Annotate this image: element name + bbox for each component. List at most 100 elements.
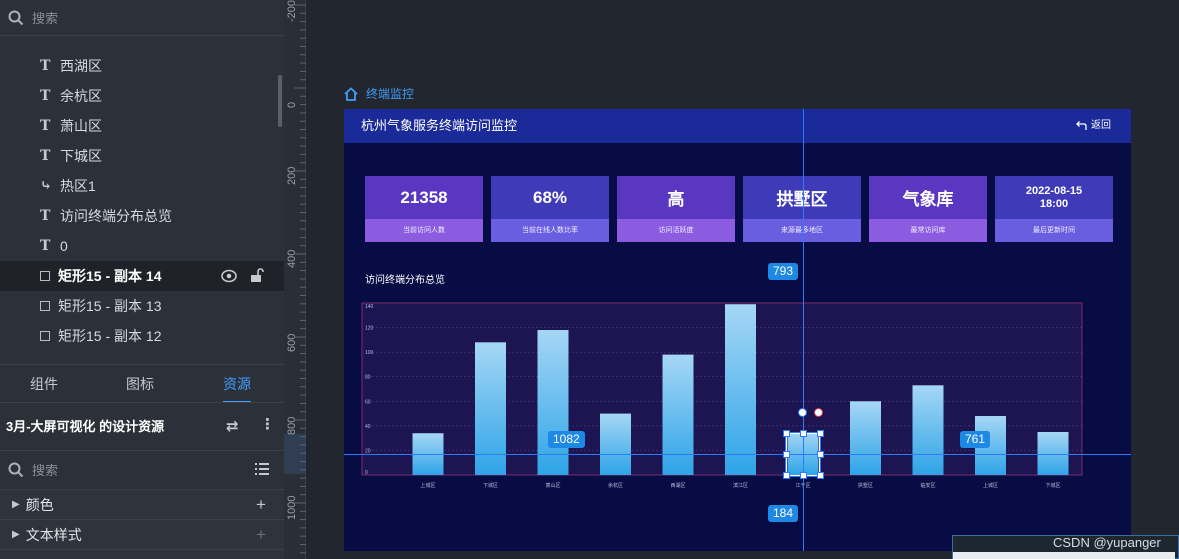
x-tick-label: 西湖区 <box>670 482 685 489</box>
text-icon: T <box>40 88 51 104</box>
x-tick-label: 拱墅区 <box>858 482 873 489</box>
stat-card-updated[interactable]: 2022-08-15 18:00 最后更新时间 <box>995 176 1113 242</box>
plot-area <box>361 302 1083 476</box>
layer-item[interactable]: T 萧山区 <box>0 111 284 141</box>
tab-resources[interactable]: 资源 <box>223 365 251 403</box>
rotate-handle-icon[interactable] <box>798 408 807 417</box>
layer-search-placeholder: 搜索 <box>32 11 59 26</box>
stat-card-activity[interactable]: 高 访问活跃度 <box>617 176 735 242</box>
dashboard-artboard[interactable]: 杭州气象服务终端访问监控 返回 21358 当前访问人数 68% 当前在线人数比… <box>344 109 1131 551</box>
layer-label: 热区1 <box>60 178 96 194</box>
stat-card-online-rate[interactable]: 68% 当前在线人数比率 <box>491 176 609 242</box>
stat-card-visitors[interactable]: 21358 当前访问人数 <box>365 176 483 242</box>
watermark-strip <box>953 552 1175 559</box>
resource-search[interactable]: 搜索 <box>0 450 284 488</box>
x-tick-label: 余杭区 <box>608 482 623 489</box>
resize-handle-w[interactable] <box>783 451 790 458</box>
bar-7[interactable] <box>850 401 881 475</box>
y-tick-label: 20 <box>365 448 371 454</box>
resize-handle-sw[interactable] <box>783 472 790 479</box>
layer-label: 萧山区 <box>60 118 102 134</box>
breadcrumb[interactable]: 终端监控 <box>344 85 414 102</box>
resize-handle-s[interactable] <box>800 472 807 479</box>
layer-item[interactable]: T 下城区 <box>0 141 284 171</box>
back-label: 返回 <box>1091 120 1111 131</box>
y-tick-label: 80 <box>365 375 371 381</box>
add-text-style-icon[interactable]: + <box>256 525 266 544</box>
y-tick-label: 140 <box>365 304 374 310</box>
resize-handle-se[interactable] <box>817 472 824 479</box>
x-tick-label: 上城区 <box>983 482 998 489</box>
stat-card-top-region[interactable]: 拱墅区 来源最多地区 <box>743 176 861 242</box>
y-tick-label: 120 <box>365 326 374 332</box>
stat-value: 拱墅区 <box>743 176 861 219</box>
bar-3[interactable] <box>600 413 631 475</box>
distance-badge-left: 1082 <box>548 431 585 448</box>
rectangle-icon <box>40 271 50 281</box>
design-canvas[interactable]: 终端监控 杭州气象服务终端访问监控 返回 21358 当前访问人数 68% 当前… <box>306 0 1179 559</box>
ruler-ticks <box>294 4 306 554</box>
layer-item[interactable]: 矩形15 - 副本 13 <box>0 291 284 321</box>
bar-1[interactable] <box>475 342 506 475</box>
layer-list: T 西湖区 T 余杭区 T 萧山区 T 下城区 ⤷ 热区1 T 访问终端分布总览 T 0 矩形15 - 副本… <box>0 36 284 364</box>
swap-icon[interactable]: ⇄ <box>226 418 239 435</box>
list-view-icon[interactable] <box>255 463 269 475</box>
layer-item[interactable]: T 西湖区 <box>0 51 284 81</box>
add-color-icon[interactable]: + <box>256 495 266 514</box>
unlock-icon[interactable] <box>250 268 264 283</box>
visibility-eye-icon[interactable] <box>221 269 237 283</box>
resize-handle-e[interactable] <box>817 451 824 458</box>
stat-value: 高 <box>617 176 735 219</box>
district-bar-chart[interactable]: 020406080100120140上城区下城区萧山区余杭区西湖区滨江区江干区拱… <box>361 301 1084 489</box>
group-label: 文本样式 <box>25 526 82 543</box>
layer-label: 西湖区 <box>60 58 102 74</box>
x-tick-label: 下城区 <box>1045 482 1060 489</box>
return-icon <box>1076 121 1087 130</box>
watermark: CSDN @yupanger <box>952 535 1179 559</box>
bar-10[interactable] <box>1037 432 1069 475</box>
selection-box[interactable] <box>786 433 820 476</box>
bar-8[interactable] <box>912 385 944 475</box>
layer-label: 下城区 <box>60 148 102 164</box>
text-icon: T <box>40 208 51 224</box>
group-text-styles[interactable]: ▶ 文本样式 + <box>0 519 284 549</box>
group-label: 颜色 <box>25 496 54 513</box>
layer-label: 余杭区 <box>60 88 102 104</box>
tab-icons[interactable]: 图标 <box>126 376 154 392</box>
layer-list-scrollbar[interactable] <box>278 75 282 127</box>
search-icon <box>8 10 24 25</box>
layer-item[interactable]: 矩形15 - 副本 14 <box>0 261 284 291</box>
distance-badge-right: 761 <box>960 431 991 448</box>
bar-5[interactable] <box>725 304 756 475</box>
layer-item[interactable]: T 访问终端分布总览 <box>0 201 284 231</box>
bar-4[interactable] <box>662 354 694 475</box>
resize-handle-n[interactable] <box>800 430 807 437</box>
back-button[interactable]: 返回 <box>1075 109 1111 143</box>
layer-item[interactable]: 矩形15 - 副本 12 <box>0 321 284 351</box>
group-colors[interactable]: ▶ 颜色 + <box>0 489 284 519</box>
layer-label: 矩形15 - 副本 14 <box>58 268 162 284</box>
x-tick-label: 上城区 <box>420 482 435 489</box>
resize-handle-nw[interactable] <box>783 430 790 437</box>
watermark-text: CSDN @yupanger <box>1053 535 1161 550</box>
stat-label: 最常访问库 <box>869 219 987 242</box>
resize-handle-ne[interactable] <box>817 430 824 437</box>
stat-card-top-library[interactable]: 气象库 最常访问库 <box>869 176 987 242</box>
x-tick-label: 临安区 <box>920 482 935 489</box>
text-icon: T <box>40 238 51 254</box>
x-tick-label: 萧山区 <box>545 482 560 489</box>
layer-item[interactable]: T 余杭区 <box>0 81 284 111</box>
tab-components[interactable]: 组件 <box>30 376 58 392</box>
layer-item[interactable]: ⤷ 热区1 <box>0 171 284 201</box>
bar-2[interactable] <box>537 330 569 475</box>
y-tick-label: 60 <box>365 399 371 405</box>
layer-search[interactable]: 搜索 <box>0 0 284 36</box>
stat-label: 当前访问人数 <box>365 219 483 242</box>
breadcrumb-label: 终端监控 <box>366 87 415 101</box>
x-tick-label: 滨江区 <box>733 482 748 489</box>
stat-label: 当前在线人数比率 <box>491 219 609 242</box>
more-icon[interactable]: ⋮ <box>260 416 275 433</box>
radius-handle-icon[interactable] <box>814 408 823 417</box>
